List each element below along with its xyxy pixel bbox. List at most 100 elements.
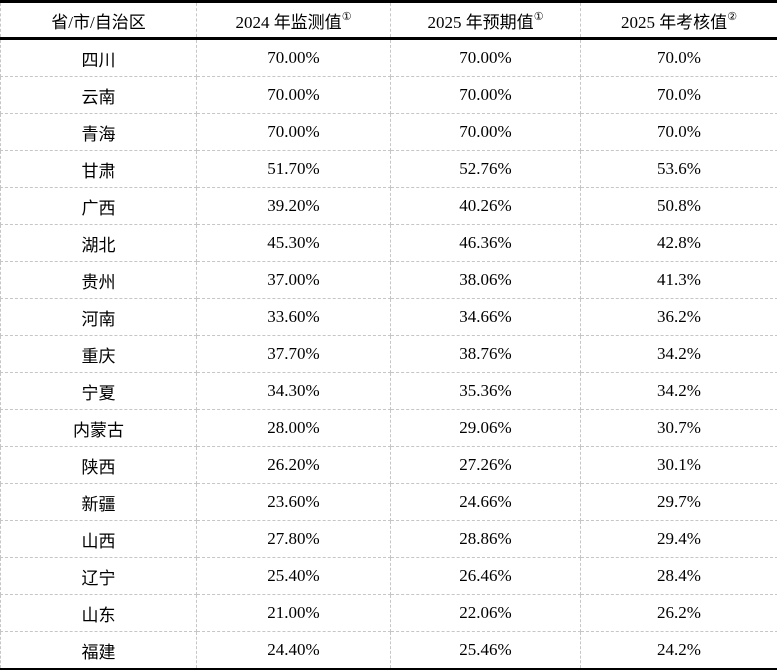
- value-2025-expected-cell: 70.00%: [390, 113, 581, 151]
- header-row: 省/市/自治区 2024 年监测值① 2025 年预期值① 2025 年考核值②: [0, 0, 777, 40]
- value-2024-monitor-cell: 70.00%: [196, 113, 391, 151]
- value-2025-expected-cell: 40.26%: [390, 187, 581, 225]
- province-cell: 山东: [0, 594, 197, 632]
- value-2025-expected-cell: 52.76%: [390, 150, 581, 188]
- province-cell: 四川: [0, 38, 197, 77]
- province-cell: 贵州: [0, 261, 197, 299]
- value-2024-monitor-cell: 37.00%: [196, 261, 391, 299]
- value-2025-expected-cell: 46.36%: [390, 224, 581, 262]
- province-cell: 辽宁: [0, 557, 197, 595]
- province-cell: 新疆: [0, 483, 197, 521]
- province-cell: 青海: [0, 113, 197, 151]
- province-cell: 陕西: [0, 446, 197, 484]
- value-2025-expected-cell: 25.46%: [390, 631, 581, 670]
- table-row: 贵州 37.00% 38.06% 41.3%: [0, 261, 777, 299]
- province-cell: 广西: [0, 187, 197, 225]
- table-row: 山东 21.00% 22.06% 26.2%: [0, 594, 777, 632]
- value-2025-assess-cell: 26.2%: [580, 594, 777, 632]
- value-2025-expected-cell: 24.66%: [390, 483, 581, 521]
- column-header-label: 2025 年考核值: [620, 12, 728, 32]
- value-2024-monitor-cell: 25.40%: [196, 557, 391, 595]
- value-2025-assess-cell: 30.7%: [580, 409, 777, 447]
- footnote-marker-1: ①: [533, 10, 544, 23]
- value-2024-monitor-cell: 28.00%: [196, 409, 391, 447]
- value-2025-assess-cell: 30.1%: [580, 446, 777, 484]
- value-2025-expected-cell: 26.46%: [390, 557, 581, 595]
- value-2025-assess-cell: 42.8%: [580, 224, 777, 262]
- table-row: 宁夏 34.30% 35.36% 34.2%: [0, 372, 777, 410]
- value-2025-assess-cell: 70.0%: [580, 113, 777, 151]
- value-2025-assess-cell: 34.2%: [580, 335, 777, 373]
- value-2024-monitor-cell: 70.00%: [196, 38, 391, 77]
- column-header-label: 2025 年预期值: [427, 12, 534, 32]
- value-2024-monitor-cell: 21.00%: [196, 594, 391, 632]
- value-2025-assess-cell: 70.0%: [580, 76, 777, 114]
- value-2024-monitor-cell: 24.40%: [196, 631, 391, 670]
- table-row: 四川 70.00% 70.00% 70.0%: [0, 38, 777, 77]
- table-row: 重庆 37.70% 38.76% 34.2%: [0, 335, 777, 373]
- table-body: 四川 70.00% 70.00% 70.0% 云南 70.00% 70.00% …: [0, 38, 777, 670]
- table-row: 甘肃 51.70% 52.76% 53.6%: [0, 150, 777, 188]
- province-cell: 内蒙古: [0, 409, 197, 447]
- value-2025-assess-cell: 41.3%: [580, 261, 777, 299]
- value-2025-assess-cell: 50.8%: [580, 187, 777, 225]
- table-row: 陕西 26.20% 27.26% 30.1%: [0, 446, 777, 484]
- table-row: 广西 39.20% 40.26% 50.8%: [0, 187, 777, 225]
- table-row: 青海 70.00% 70.00% 70.0%: [0, 113, 777, 151]
- table-row: 辽宁 25.40% 26.46% 28.4%: [0, 557, 777, 595]
- table-row: 河南 33.60% 34.66% 36.2%: [0, 298, 777, 336]
- footnote-marker-2: ②: [727, 10, 738, 23]
- province-cell: 福建: [0, 631, 197, 670]
- value-2025-assess-cell: 70.0%: [580, 38, 777, 77]
- value-2025-expected-cell: 34.66%: [390, 298, 581, 336]
- value-2025-expected-cell: 28.86%: [390, 520, 581, 558]
- value-2024-monitor-cell: 39.20%: [196, 187, 391, 225]
- value-2024-monitor-cell: 33.60%: [196, 298, 391, 336]
- value-2025-assess-cell: 53.6%: [580, 150, 777, 188]
- value-2025-expected-cell: 29.06%: [390, 409, 581, 447]
- column-header-2025-assess: 2025 年考核值②: [580, 0, 777, 40]
- table-row: 云南 70.00% 70.00% 70.0%: [0, 76, 777, 114]
- value-2024-monitor-cell: 23.60%: [196, 483, 391, 521]
- value-2025-assess-cell: 29.7%: [580, 483, 777, 521]
- value-2024-monitor-cell: 27.80%: [196, 520, 391, 558]
- column-header-label: 省/市/自治区: [51, 12, 146, 32]
- column-header-province: 省/市/自治区: [0, 0, 197, 40]
- table-row: 山西 27.80% 28.86% 29.4%: [0, 520, 777, 558]
- table-row: 福建 24.40% 25.46% 24.2%: [0, 631, 777, 670]
- value-2025-assess-cell: 24.2%: [580, 631, 777, 670]
- province-cell: 甘肃: [0, 150, 197, 188]
- value-2025-expected-cell: 70.00%: [390, 38, 581, 77]
- value-2025-expected-cell: 38.06%: [390, 261, 581, 299]
- province-cell: 重庆: [0, 335, 197, 373]
- value-2025-expected-cell: 27.26%: [390, 446, 581, 484]
- value-2025-expected-cell: 22.06%: [390, 594, 581, 632]
- column-header-2024-monitor: 2024 年监测值①: [196, 0, 391, 40]
- value-2024-monitor-cell: 26.20%: [196, 446, 391, 484]
- value-2025-expected-cell: 38.76%: [390, 335, 581, 373]
- value-2025-expected-cell: 35.36%: [390, 372, 581, 410]
- province-cell: 宁夏: [0, 372, 197, 410]
- value-2025-expected-cell: 70.00%: [390, 76, 581, 114]
- value-2025-assess-cell: 29.4%: [580, 520, 777, 558]
- value-2024-monitor-cell: 34.30%: [196, 372, 391, 410]
- province-cell: 云南: [0, 76, 197, 114]
- value-2025-assess-cell: 36.2%: [580, 298, 777, 336]
- province-cell: 山西: [0, 520, 197, 558]
- column-header-2025-expected: 2025 年预期值①: [390, 0, 581, 40]
- province-cell: 湖北: [0, 224, 197, 262]
- table-row: 湖北 45.30% 46.36% 42.8%: [0, 224, 777, 262]
- value-2025-assess-cell: 34.2%: [580, 372, 777, 410]
- value-2025-assess-cell: 28.4%: [580, 557, 777, 595]
- value-2024-monitor-cell: 37.70%: [196, 335, 391, 373]
- column-header-label: 2024 年监测值: [235, 12, 342, 32]
- value-2024-monitor-cell: 51.70%: [196, 150, 391, 188]
- table-row: 内蒙古 28.00% 29.06% 30.7%: [0, 409, 777, 447]
- footnote-marker-1: ①: [341, 10, 352, 23]
- table-row: 新疆 23.60% 24.66% 29.7%: [0, 483, 777, 521]
- province-cell: 河南: [0, 298, 197, 336]
- value-2024-monitor-cell: 45.30%: [196, 224, 391, 262]
- value-2024-monitor-cell: 70.00%: [196, 76, 391, 114]
